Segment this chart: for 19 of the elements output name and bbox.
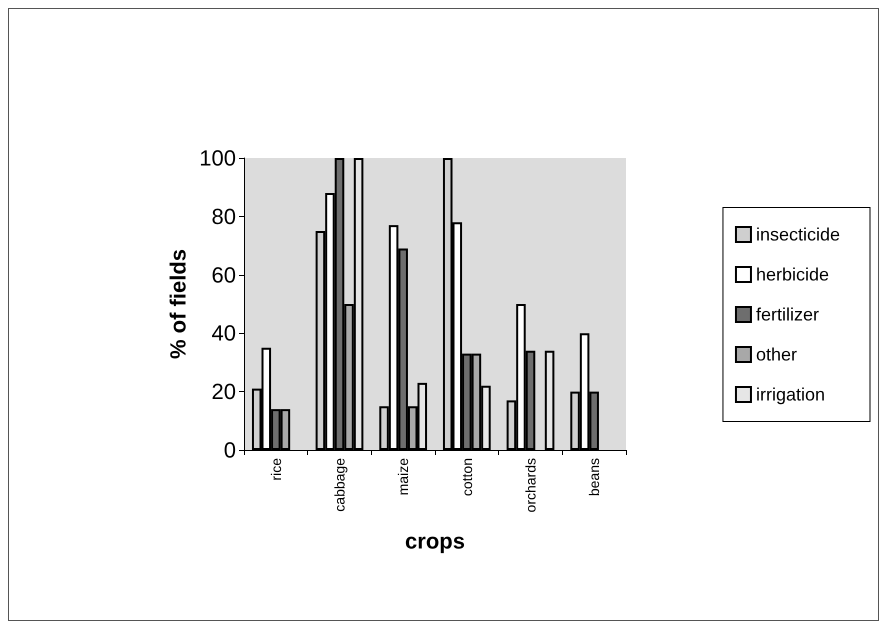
y-tick-label: 20	[212, 379, 236, 404]
x-axis-title: crops	[405, 528, 465, 554]
y-tick-label: 60	[212, 262, 236, 288]
y-tick-label: 0	[224, 438, 236, 462]
x-tick-label: orchards	[522, 458, 538, 512]
x-tick-label: rice	[268, 458, 284, 481]
y-axis-title: % of fields	[166, 248, 190, 360]
x-tick-label: cabbage	[332, 458, 348, 512]
x-tick-label: cotton	[458, 458, 475, 496]
y-tick-label: 80	[212, 204, 236, 229]
x-tick-label: beans	[586, 458, 602, 496]
y-tick-label: 100	[199, 146, 236, 170]
y-tick-label: 40	[212, 320, 236, 346]
legend-label: other	[756, 344, 797, 364]
legend-label: insecticide	[756, 224, 840, 244]
x-tick-label: maize	[395, 458, 412, 496]
legend-label: herbicide	[756, 264, 830, 284]
legend-label: irrigation	[756, 384, 825, 404]
legend-label: fertilizer	[756, 304, 819, 324]
